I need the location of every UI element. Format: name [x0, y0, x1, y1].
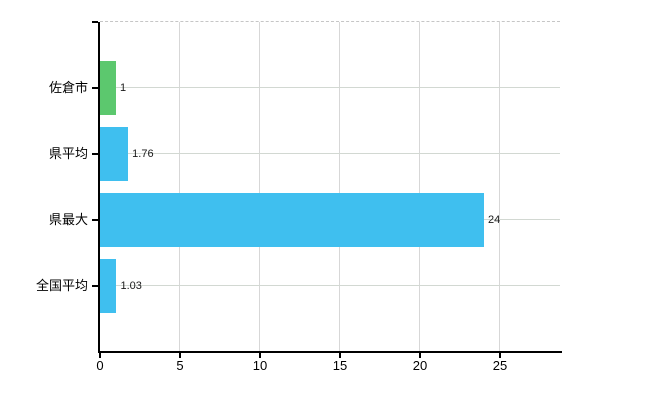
bar — [100, 259, 117, 313]
x-axis-tick-label: 20 — [412, 358, 428, 373]
horizontal-gridline — [100, 285, 560, 286]
y-axis-tick — [92, 21, 98, 23]
y-axis-tick — [92, 153, 98, 155]
x-axis-tick — [419, 353, 421, 358]
horizontal-gridline — [100, 153, 560, 154]
y-axis-tick — [92, 285, 98, 287]
x-axis-tick — [99, 353, 101, 358]
vertical-gridline — [179, 22, 180, 352]
y-axis-tick — [92, 219, 98, 221]
x-axis-tick — [339, 353, 341, 358]
plot-area: 1 1.76 24 1.03 — [100, 21, 560, 352]
category-label: 県最大 — [48, 212, 88, 227]
bar — [100, 127, 129, 181]
vertical-gridline — [419, 22, 420, 352]
bar — [100, 193, 484, 247]
category-label: 県平均 — [48, 146, 88, 161]
bar-value-label: 1.03 — [120, 280, 142, 292]
x-axis-tick-label: 25 — [492, 358, 508, 373]
horizontal-gridline — [100, 87, 560, 88]
x-axis-line — [98, 351, 562, 353]
x-axis-tick-label: 15 — [332, 358, 348, 373]
x-axis-tick-label: 0 — [96, 358, 104, 373]
vertical-gridline — [259, 22, 260, 352]
bar — [100, 61, 116, 115]
vertical-gridline — [499, 22, 500, 352]
category-label: 全国平均 — [35, 278, 88, 293]
bar-value-label: 1 — [120, 82, 127, 94]
x-axis-tick — [259, 353, 261, 358]
x-axis-tick — [179, 353, 181, 358]
x-axis-tick-label: 5 — [176, 358, 184, 373]
y-axis-tick — [92, 87, 98, 89]
x-axis-tick — [499, 353, 501, 358]
vertical-gridline — [339, 22, 340, 352]
bar-value-label: 24 — [488, 214, 501, 226]
y-axis-line — [98, 22, 100, 353]
category-label: 佐倉市 — [48, 80, 88, 95]
bar-value-label: 1.76 — [132, 148, 154, 160]
x-axis-tick-label: 10 — [252, 358, 268, 373]
